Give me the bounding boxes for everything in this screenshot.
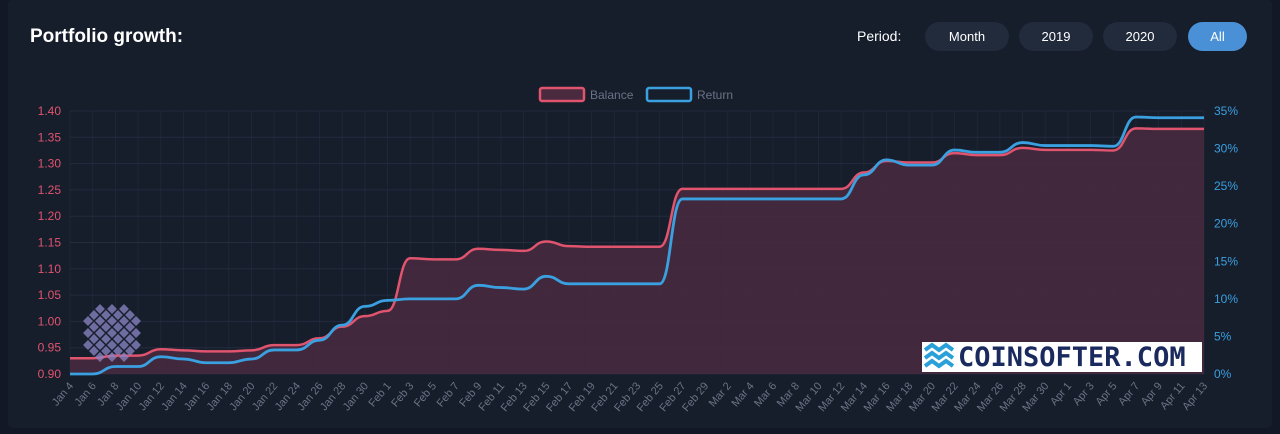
- period-button-2019[interactable]: 2019: [1019, 22, 1093, 51]
- x-tick-label: Mar 2: [707, 380, 734, 409]
- legend-return-swatch[interactable]: [645, 86, 693, 103]
- left-tick-label: 1.20: [38, 209, 62, 223]
- x-tick-label: Apr 13: [1180, 380, 1210, 413]
- right-tick-label: 20%: [1214, 217, 1238, 231]
- page-title: Portfolio growth:: [30, 26, 184, 47]
- x-tick-label: Jan 6: [72, 380, 98, 408]
- x-tick-label: Mar 6: [752, 380, 779, 409]
- left-tick-label: 1.05: [38, 288, 62, 302]
- left-tick-label: 1.30: [38, 157, 62, 171]
- left-axis-ticks: 0.90 0.95 1.00 1.05 1.10 1.15 1.20 1.25 1.30 1.35…: [38, 104, 62, 381]
- right-tick-label: 30%: [1214, 142, 1238, 156]
- left-tick-label: 1.35: [38, 130, 62, 144]
- right-tick-label: 35%: [1214, 104, 1238, 118]
- return-line: [69, 115, 1204, 376]
- left-tick-label: 1.15: [38, 236, 62, 250]
- balance-fill: [70, 128, 1204, 374]
- left-tick-label: 1.00: [38, 314, 62, 328]
- right-tick-label: 15%: [1214, 254, 1238, 268]
- x-tick-label: Feb 3: [389, 380, 416, 409]
- right-tick-label: 0%: [1214, 367, 1232, 381]
- period-button-all[interactable]: All: [1188, 22, 1247, 51]
- period-button-month[interactable]: Month: [925, 22, 1009, 51]
- right-tick-label: 25%: [1214, 179, 1238, 193]
- x-tick-label: Jan 4: [50, 380, 76, 408]
- x-tick-label: Apr 3: [1071, 380, 1097, 408]
- coinsofter-watermark: COINSOFTER.COM: [922, 341, 1202, 373]
- left-tick-label: 1.25: [38, 183, 62, 197]
- legend-balance-label[interactable]: Balance: [590, 88, 634, 102]
- period-label: Period:: [857, 28, 902, 44]
- left-tick-label: 1.40: [38, 104, 62, 118]
- chart-legend: Balance Return: [538, 86, 733, 103]
- x-tick-label: Feb 5: [412, 380, 439, 409]
- x-tick-label: Feb 1: [367, 380, 394, 409]
- watermark-text: COINSOFTER.COM: [958, 341, 1186, 373]
- x-tick-label: Apr 5: [1093, 380, 1119, 408]
- x-tick-label: Apr 1: [1048, 380, 1074, 408]
- period-button-2020[interactable]: 2020: [1103, 22, 1177, 51]
- x-tick-label: Mar 4: [729, 380, 756, 409]
- balance-area: [70, 128, 1204, 374]
- legend-return-label[interactable]: Return: [697, 88, 733, 102]
- left-tick-label: 1.10: [38, 262, 62, 276]
- diamond-logo-icon: [83, 304, 141, 362]
- x-tick-label: Jan 30: [341, 380, 371, 413]
- right-axis-ticks: 0% 5% 10% 15% 20% 25% 30% 35%: [1214, 104, 1238, 381]
- right-tick-label: 10%: [1214, 292, 1238, 306]
- series-lines: [69, 115, 1204, 376]
- x-tick-label: Feb 7: [435, 380, 462, 409]
- balance-line: [69, 127, 1204, 360]
- right-tick-label: 5%: [1214, 329, 1232, 343]
- legend-balance-swatch[interactable]: [538, 86, 586, 103]
- left-tick-label: 0.95: [38, 341, 62, 355]
- x-tick-label: Apr 7: [1116, 380, 1142, 408]
- left-tick-label: 0.90: [38, 367, 62, 381]
- watermark-logo-icon: [923, 342, 955, 369]
